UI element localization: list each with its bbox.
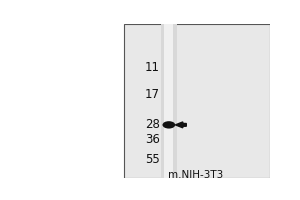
- FancyArrow shape: [176, 122, 186, 128]
- Text: 28: 28: [145, 118, 160, 131]
- Text: m.NIH-3T3: m.NIH-3T3: [168, 170, 223, 180]
- Bar: [164, 24, 173, 178]
- Bar: [161, 24, 177, 178]
- Text: 36: 36: [145, 133, 160, 146]
- Bar: [124, 24, 270, 178]
- Text: 17: 17: [145, 88, 160, 101]
- Text: 55: 55: [145, 153, 160, 166]
- Ellipse shape: [163, 121, 175, 129]
- Text: 11: 11: [145, 61, 160, 74]
